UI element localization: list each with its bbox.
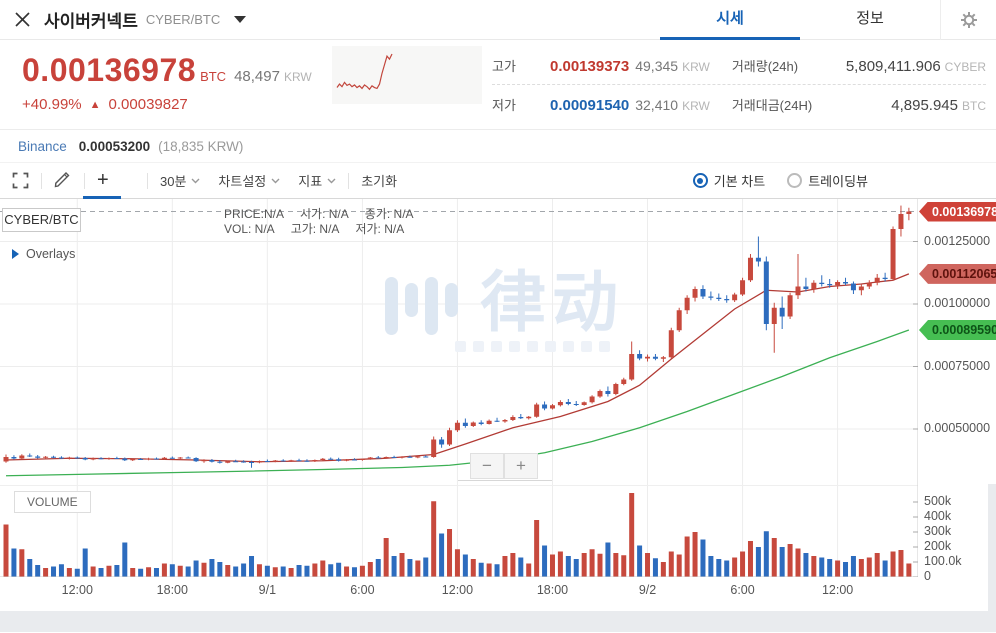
- chevron-down-icon: [271, 178, 280, 183]
- price-tick-label: 0.00125000: [924, 233, 991, 248]
- volume-tick-label: 300k: [924, 524, 952, 538]
- volume-tick-label: 200k: [924, 539, 952, 553]
- radio-basic-chart[interactable]: 기본 차트: [692, 171, 765, 190]
- zoom-controls-underline: [458, 480, 552, 481]
- time-tick-label: 6:00: [730, 583, 755, 597]
- chevron-down-icon: [327, 178, 336, 183]
- gear-icon: [960, 12, 977, 28]
- high-krw-unit: KRW: [682, 60, 710, 74]
- change-percent: +40.99%: [22, 96, 82, 113]
- pair-dropdown-caret-icon[interactable]: [234, 16, 247, 23]
- chart-symbol-box[interactable]: CYBER/BTC: [2, 208, 81, 232]
- binance-reference-row: Binance 0.00053200 (18,835 KRW): [0, 130, 996, 163]
- current-price: 0.00136978: [22, 52, 197, 88]
- interval-dropdown[interactable]: 30분: [160, 171, 200, 190]
- price-unit: BTC: [200, 69, 227, 84]
- zoom-controls: − +: [470, 453, 538, 479]
- low-value: 0.00091540: [549, 96, 630, 114]
- page-title: 사이버커넥트: [44, 12, 138, 31]
- turnover24h-label: 거래대금(24H): [731, 97, 813, 113]
- tab-market-price[interactable]: 시세: [660, 0, 800, 40]
- time-tick-label: 9/2: [638, 583, 657, 597]
- high-krw: 49,345: [635, 58, 679, 74]
- low-krw-unit: KRW: [682, 98, 710, 113]
- low-label: 저가: [492, 97, 516, 113]
- chart-type-radios: 기본 차트 트레이딩뷰: [692, 171, 868, 190]
- tab-info[interactable]: 정보: [856, 10, 884, 27]
- up-arrow-icon: ▲: [89, 98, 101, 111]
- zoom-in-button[interactable]: +: [504, 453, 538, 479]
- time-tick-label: 12:00: [821, 583, 854, 597]
- volume24h-unit: CYBER: [944, 60, 986, 74]
- volume24h-label: 거래량(24h): [731, 59, 799, 74]
- binance-krw: (18,835 KRW): [158, 138, 244, 154]
- chevron-down-icon: [191, 178, 200, 183]
- active-tool-indicator: [83, 196, 121, 199]
- close-icon[interactable]: [0, 12, 44, 27]
- price-tick-label: 0.00100000: [924, 296, 991, 310]
- high-value: 0.00139373: [549, 58, 630, 75]
- price-tick-label: 0.00050000: [924, 421, 991, 435]
- radio-unselected-icon: [787, 173, 803, 188]
- ohlc-info-line1: PRICE:N/A 시가: N/A 종가: N/A: [224, 207, 414, 221]
- change-absolute: 0.00039827: [108, 96, 188, 113]
- triangle-right-icon: [12, 249, 19, 259]
- draw-button[interactable]: [54, 172, 72, 189]
- volume-tick-label: 400k: [924, 509, 952, 523]
- price-summary: 0.00136978 BTC 48,497 KRW +40.99% ▲ 0.00…: [0, 40, 996, 130]
- radio-selected-icon: [692, 173, 708, 188]
- page-background: [0, 611, 996, 632]
- chart-area: CYBER/BTC PRICE:N/A 시가: N/A 종가: N/A VOL: N…: [0, 199, 996, 632]
- price-tick-label: 0.00075000: [924, 358, 991, 373]
- candlestick-chart[interactable]: [0, 199, 918, 577]
- volume-tick-label: 100.0k: [924, 554, 962, 568]
- fullscreen-button[interactable]: [12, 172, 29, 189]
- chart-toolbar: + 30분 차트설정 지표 초기화 기본 차트 트레이딩뷰: [0, 163, 996, 199]
- high-label: 고가: [492, 59, 516, 74]
- fullscreen-icon: [12, 172, 29, 189]
- indicators-dropdown[interactable]: 지표: [298, 171, 336, 190]
- chart-settings-dropdown[interactable]: 차트설정: [218, 171, 280, 190]
- time-tick-label: 12:00: [61, 583, 93, 597]
- zoom-out-button[interactable]: −: [470, 453, 504, 479]
- market-stats: 고가 0.00139373 49,345 KRW 거래량(24h) 5,809,…: [492, 47, 986, 123]
- time-tick-label: 9/1: [258, 583, 277, 597]
- price-badge-ma_red: 0.00112065: [919, 263, 996, 284]
- volume-tick-label: 0: [924, 569, 931, 583]
- radio-tradingview[interactable]: 트레이딩뷰: [787, 171, 868, 190]
- time-tick-label: 18:00: [156, 583, 188, 597]
- binance-price: 0.00053200: [78, 138, 151, 154]
- turnover24h-unit: BTC: [962, 98, 986, 113]
- price-badge-last: 0.00136978: [919, 201, 996, 222]
- turnover24h-value: 4,895.945: [891, 96, 958, 114]
- binance-link[interactable]: Binance: [18, 138, 67, 154]
- ohlc-info-line2: VOL: N/A 고가: N/A 저가: N/A: [224, 222, 405, 236]
- page-background: [988, 484, 996, 614]
- volume-tick-label: 500k: [924, 494, 952, 508]
- overlays-toggle[interactable]: Overlays: [12, 247, 75, 261]
- krw-price: 48,497: [234, 68, 280, 85]
- settings-button[interactable]: [940, 0, 996, 40]
- krw-unit: KRW: [283, 70, 312, 84]
- header: 사이버커넥트 CYBER/BTC 시세 정보: [0, 0, 996, 40]
- pair-label: CYBER/BTC: [145, 12, 221, 27]
- reset-button[interactable]: 초기화: [361, 174, 398, 189]
- price-badge-ma_green: 0.00089590: [919, 320, 996, 341]
- time-tick-label: 18:00: [536, 583, 569, 597]
- header-tabs: 시세 정보: [660, 0, 940, 40]
- watermark-subtext: [455, 341, 610, 352]
- volume-pane-label: VOLUME: [14, 491, 91, 513]
- mini-sparkline: [332, 46, 482, 104]
- time-tick-label: 6:00: [350, 583, 375, 597]
- price-change: +40.99% ▲ 0.00039827: [22, 96, 188, 113]
- low-krw: 32,410: [635, 96, 679, 113]
- add-chart-button[interactable]: +: [97, 169, 109, 191]
- time-tick-label: 12:00: [441, 583, 474, 597]
- pencil-icon: [54, 172, 70, 188]
- volume24h-value: 5,809,411.906: [845, 58, 941, 75]
